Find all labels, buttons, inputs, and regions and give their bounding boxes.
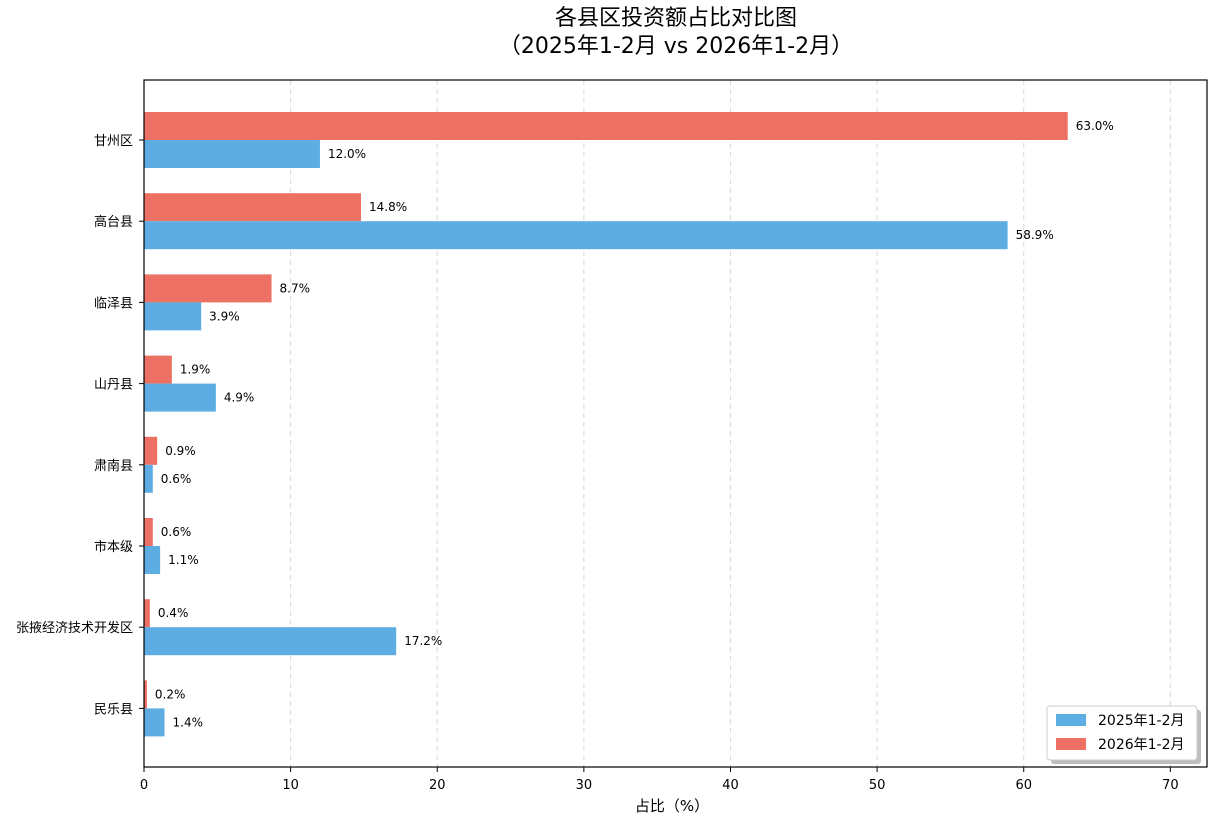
value-label-2026: 0.6% xyxy=(161,525,192,539)
x-tick-label: 20 xyxy=(429,778,446,793)
y-tick-label: 甘州区 xyxy=(94,134,133,149)
value-label-2025: 1.1% xyxy=(168,553,199,567)
x-tick-label: 30 xyxy=(576,778,593,793)
value-label-2025: 0.6% xyxy=(161,472,192,486)
bar-2025 xyxy=(144,546,161,574)
legend: 2025年1-2月 2026年1-2月 xyxy=(1046,705,1201,764)
value-label-2025: 12.0% xyxy=(328,147,366,161)
legend-swatch xyxy=(1056,714,1086,726)
x-tick-label: 70 xyxy=(1162,778,1179,793)
bar-2026 xyxy=(144,193,361,222)
bar-2026 xyxy=(144,680,147,709)
bar-2025 xyxy=(144,302,202,331)
bar-2025 xyxy=(144,140,320,168)
chart-subtitle: （2025年1-2月 vs 2026年1-2月） xyxy=(499,34,853,59)
x-tick-label: 60 xyxy=(1015,778,1032,793)
value-label-2026: 63.0% xyxy=(1076,119,1114,133)
y-tick-label: 高台县 xyxy=(94,214,133,230)
x-tick-label: 50 xyxy=(869,778,886,793)
value-label-2025: 4.9% xyxy=(224,391,255,405)
x-axis-ticks: 0 10 20 30 40 50 60 70 xyxy=(140,767,1179,793)
y-tick-label: 张掖经济技术开发区 xyxy=(16,620,133,636)
bar-2026 xyxy=(144,599,150,628)
bar-2026 xyxy=(144,112,1068,140)
bar-2025 xyxy=(144,708,165,737)
value-labels-group: 63.0% 12.0% 14.8% 58.9% 8.7% 3.9% 1.9% 4.9% 0.9%… xyxy=(155,119,1114,729)
value-label-2025: 1.4% xyxy=(173,715,204,729)
bar-2025 xyxy=(144,221,1008,250)
y-tick-label: 肃南县 xyxy=(94,458,133,474)
bar-2025 xyxy=(144,627,397,656)
value-label-2026: 1.9% xyxy=(180,363,211,377)
value-label-2025: 17.2% xyxy=(404,634,442,648)
x-tick-label: 0 xyxy=(140,778,148,793)
value-label-2026: 0.9% xyxy=(165,444,196,458)
bars-group xyxy=(144,112,1068,737)
bar-2025 xyxy=(144,383,216,412)
y-tick-label: 临泽县 xyxy=(94,296,133,311)
value-label-2026: 0.4% xyxy=(158,606,189,620)
legend-label: 2025年1-2月 xyxy=(1098,713,1185,729)
value-label-2025: 3.9% xyxy=(209,309,240,323)
legend-label: 2026年1-2月 xyxy=(1098,737,1185,753)
value-label-2026: 0.2% xyxy=(155,687,186,701)
bar-2025 xyxy=(144,464,153,493)
plot-frame xyxy=(143,79,1208,768)
chart-title: 各县区投资额占比对比图 xyxy=(555,6,797,31)
bar-2026 xyxy=(144,355,172,384)
x-gridlines xyxy=(290,80,1171,767)
bar-2026 xyxy=(144,518,153,546)
y-tick-label: 市本级 xyxy=(94,539,133,555)
y-tick-label: 民乐县 xyxy=(94,702,133,717)
bar-2026 xyxy=(144,274,272,303)
x-tick-label: 40 xyxy=(722,778,739,793)
value-label-2026: 14.8% xyxy=(369,200,407,214)
value-label-2026: 8.7% xyxy=(280,281,311,295)
x-tick-label: 10 xyxy=(282,778,299,793)
x-axis-label: 占比（%） xyxy=(635,797,709,815)
value-label-2025: 58.9% xyxy=(1016,228,1054,242)
bar-2026 xyxy=(144,436,158,465)
y-tick-label: 山丹县 xyxy=(94,378,133,393)
legend-swatch xyxy=(1056,738,1086,750)
